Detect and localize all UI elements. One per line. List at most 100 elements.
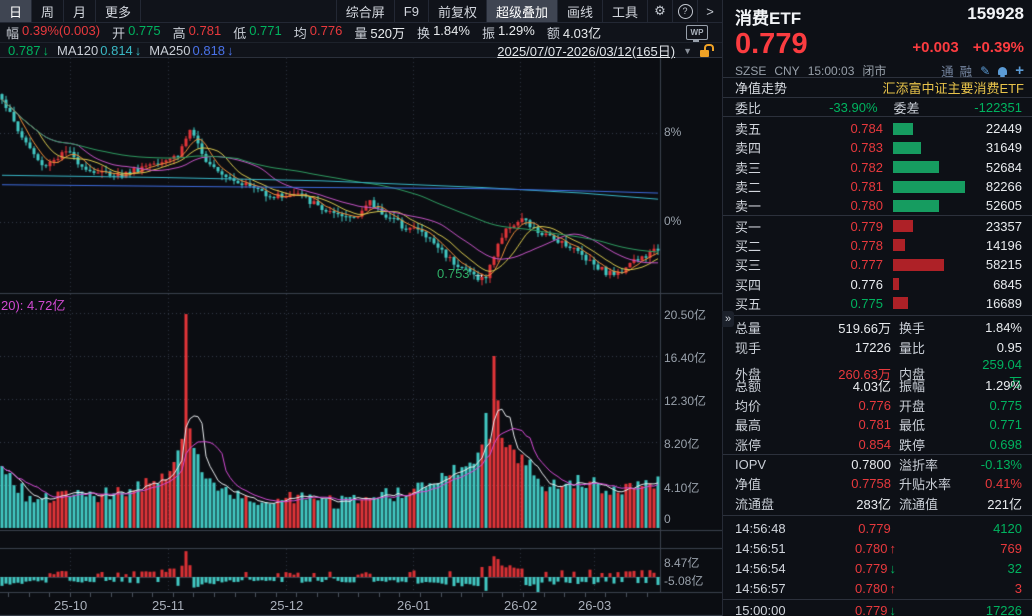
ma-legend-item: MA120 0.814 ↓ (57, 43, 141, 58)
toolbar-button[interactable]: 前复权 (427, 0, 486, 22)
stat-item: 振 1.29% (482, 23, 535, 42)
stat-value: 4.03亿 (562, 26, 602, 41)
toolbar-more-chevron-icon[interactable]: > (697, 0, 722, 22)
stat-label: 高 (172, 26, 186, 41)
order-volume-bar (893, 122, 973, 135)
order-book-row[interactable]: 卖五 0.784 22449 (723, 119, 1032, 138)
stat-item: 开 0.775 (112, 23, 161, 42)
stat-value: 0.781 (858, 417, 891, 433)
toolbar-button[interactable]: 画线 (556, 0, 602, 22)
period-tab[interactable]: 更多 (96, 0, 142, 22)
period-tab[interactable]: 周 (32, 0, 65, 22)
tick-time: 14:56:48 (735, 520, 786, 536)
toolbar-button[interactable]: 综合屏 (335, 0, 394, 22)
price-change: +0.003 (912, 39, 959, 56)
tick-row[interactable]: 14:56:51 0.780 ↑ 769 (723, 538, 1032, 558)
range-dropdown-caret-icon[interactable]: ▼ (683, 45, 692, 56)
order-book-row[interactable]: 买四 0.776 6845 (723, 274, 1032, 293)
edit-pencil-icon[interactable]: ✎ (980, 63, 991, 78)
ind-axis-label: 8.47亿 (664, 556, 700, 570)
last-price: 0.779 (735, 28, 808, 60)
tick-price: 0.779 (854, 602, 888, 616)
alert-bell-icon[interactable] (998, 66, 1008, 77)
tick-direction-arrow-icon: ↓ (889, 561, 897, 577)
tick-row[interactable]: 14:56:48 0.779 4120 (723, 518, 1032, 538)
stat-value: 0.698 (989, 436, 1022, 452)
order-book-row[interactable]: 卖三 0.782 52684 (723, 158, 1032, 177)
stat-row: IOPV 0.7800 溢折率 -0.13% (723, 453, 1032, 474)
tong-badge: 通 (941, 65, 954, 79)
order-book-row[interactable]: 买二 0.778 14196 (723, 236, 1032, 255)
stat-value: 0.771 (249, 23, 282, 38)
pct-axis-label: 8% (664, 125, 682, 139)
tick-row[interactable]: 15:00:00 0.779 ↓ 17226 (723, 599, 1032, 616)
quote-header: 消费ETF 159928 0.779 +0.003 +0.39% SZSE CN… (723, 0, 1032, 79)
stat-value: 4.03亿 (852, 379, 891, 395)
order-volume: 52605 (985, 198, 1022, 214)
add-to-watchlist-icon[interactable]: + (1015, 61, 1024, 79)
weicha-label: 委差 (893, 101, 920, 116)
stat-value: 1.84% (985, 320, 1022, 336)
month-label: 26-03 (578, 598, 612, 613)
stat-label: 换 (417, 26, 431, 41)
period-tab[interactable]: 月 (64, 0, 97, 22)
kline-chart-canvas[interactable] (0, 0, 722, 616)
stat-value: 0.854 (858, 436, 891, 452)
stat-label: 最高 (735, 418, 762, 434)
tick-volume: 769 (1000, 540, 1022, 556)
order-volume-bar (893, 297, 973, 310)
ma-legend-item: 0.787 ↓ (6, 43, 49, 58)
stat-value: -0.13% (980, 456, 1022, 472)
month-label: 26-02 (504, 598, 538, 613)
currency-label: CNY (774, 63, 800, 78)
time-and-sales: 14:56:48 0.779 4120 14:56:51 0.780 ↑ 769 … (723, 516, 1032, 616)
order-book-row[interactable]: 买五 0.775 16689 (723, 294, 1032, 313)
help-icon[interactable]: ? (672, 0, 697, 22)
stat-value: 520万 (370, 26, 406, 41)
tick-time: 14:56:57 (735, 581, 786, 597)
toolbar-button[interactable]: 超级叠加 (485, 0, 557, 22)
unlock-icon[interactable] (700, 44, 714, 57)
order-level-label: 卖三 (735, 160, 762, 176)
order-book-row[interactable]: 买一 0.779 23357 (723, 215, 1032, 235)
tick-time: 14:56:51 (735, 540, 786, 556)
stat-label: 现手 (735, 340, 762, 356)
ma-trend-arrow-icon: ↓ (227, 43, 234, 58)
tick-price: 0.779 (854, 561, 888, 577)
stat-value: 0.7758 (851, 476, 891, 492)
order-book-row[interactable]: 卖四 0.783 31649 (723, 138, 1032, 157)
panel-expander-chevron-icon[interactable]: » (722, 311, 735, 327)
weicha-value: -122351 (974, 100, 1022, 115)
toolbar-button[interactable]: F9 (393, 0, 428, 22)
tick-row[interactable]: 14:56:54 0.779 ↓ 32 (723, 558, 1032, 578)
stat-label: 低 (233, 26, 247, 41)
tick-direction-arrow-icon: ↑ (889, 581, 897, 597)
toolbar-button[interactable]: 工具 (601, 0, 647, 22)
tick-row[interactable]: 14:56:57 0.780 ↑ 3 (723, 579, 1032, 599)
stat-label: 均 (293, 26, 307, 41)
order-book-row[interactable]: 卖二 0.781 82266 (723, 177, 1032, 196)
order-level-label: 卖一 (735, 199, 762, 215)
order-book-row[interactable]: 买三 0.777 58215 (723, 255, 1032, 274)
stat-value: 1.84% (433, 23, 470, 38)
price-change-pct: +0.39% (972, 39, 1024, 56)
settings-gear-icon[interactable]: ⚙ (647, 0, 672, 22)
stat-label: 量 (354, 26, 368, 41)
tick-direction-arrow-icon: ↓ (889, 602, 897, 616)
wp-mini-window-icon[interactable]: WP (686, 25, 708, 42)
order-price: 0.781 (850, 179, 883, 195)
stat-row: 流通盘 283亿 流通值 221亿 (723, 493, 1032, 512)
order-level-label: 买二 (735, 238, 762, 254)
order-price: 0.776 (850, 276, 883, 292)
stat-item: 低 0.771 (233, 23, 282, 42)
order-book-row[interactable]: 卖一 0.780 52605 (723, 196, 1032, 215)
period-tab[interactable]: 日 (0, 0, 33, 22)
nav-trend-link[interactable]: 净值走势 (735, 81, 788, 96)
stat-label: 净值 (735, 477, 762, 493)
toolbar: 日周月更多 综合屏 F9 前复权 超级叠加 画线 工具 ⚙ ? > 幅 0.39%(0.0… (0, 0, 722, 59)
date-range-link[interactable]: 2025/07/07-2026/03/12(165日) (497, 44, 676, 59)
ma-value: 0.787 (8, 43, 41, 58)
ind-axis-label: -5.08亿 (664, 574, 704, 588)
order-price: 0.779 (850, 218, 883, 234)
